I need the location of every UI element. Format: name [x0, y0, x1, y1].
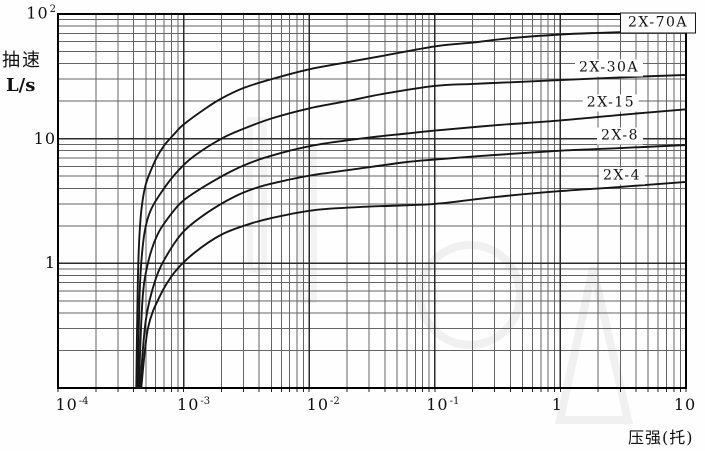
- x-tick-label: 10: [673, 395, 697, 414]
- curve-2x-4: [140, 180, 687, 389]
- y-axis-title-line1: 抽速: [2, 50, 42, 71]
- curve-2x-70a: [135, 29, 687, 389]
- y-tick-label: 102: [26, 3, 56, 23]
- curve-2x-30a: [136, 73, 687, 389]
- curve-label-2x-70a: 2X-70A: [619, 12, 697, 34]
- x-tick-label: 10-4: [55, 395, 89, 414]
- x-tick-label: 10-1: [426, 395, 460, 414]
- x-tick-label: 1: [551, 395, 563, 414]
- x-tick-label: 10-3: [177, 395, 211, 414]
- watermark-shape: [297, 147, 317, 303]
- curve-2x-8: [139, 144, 687, 389]
- x-tick-label: 10-2: [306, 395, 340, 414]
- watermark-shape: [416, 241, 524, 349]
- y-tick-label: 10: [33, 128, 56, 148]
- curve-label-2x-15: 2X-15: [582, 94, 640, 112]
- watermark-shape: [247, 117, 267, 273]
- y-axis-title-line2: L/s: [6, 75, 36, 96]
- plot-border: [57, 13, 687, 389]
- curve-label-2x-30a: 2X-30A: [574, 59, 644, 77]
- x-axis-title: 压强(托): [628, 428, 694, 447]
- curve-2x-15: [137, 108, 687, 389]
- watermark-shape: [555, 267, 634, 424]
- curve-label-2x-4: 2X-4: [598, 167, 646, 185]
- curve-label-2x-8: 2X-8: [596, 127, 644, 145]
- y-tick-label: 1: [44, 253, 56, 273]
